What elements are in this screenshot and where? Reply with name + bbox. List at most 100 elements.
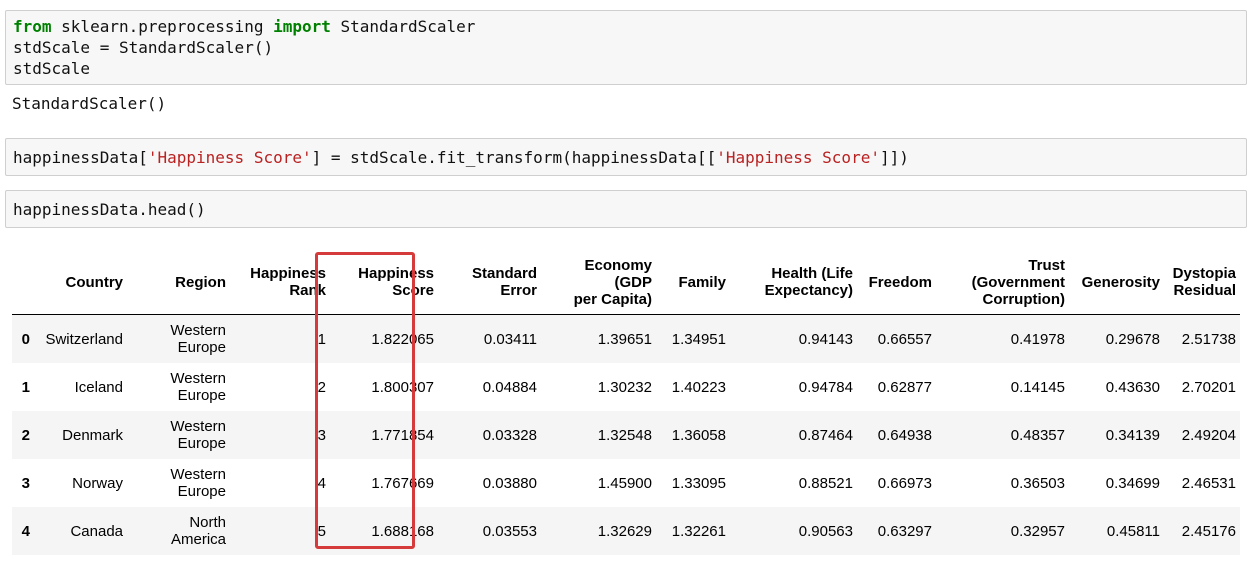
table-cell: Western Europe (127, 459, 230, 507)
column-header: Dystopia Residual (1164, 250, 1240, 315)
code-text: ]]) (879, 148, 909, 167)
column-header: Happiness Rank (230, 250, 330, 315)
cell-value: Western (170, 370, 226, 387)
code-keyword: import (273, 17, 331, 36)
column-header: Region (127, 250, 230, 315)
column-header-label: Freedom (868, 273, 932, 291)
table-cell: 1.800307 (330, 363, 438, 411)
column-header-label: Generosity (1081, 273, 1160, 291)
column-header-label: Country (65, 273, 124, 291)
cell-value: Denmark (62, 426, 123, 444)
cell-value: 0.04884 (482, 378, 537, 396)
table-cell: 0.03880 (438, 459, 541, 507)
cell-value: 0.03880 (482, 474, 537, 492)
cell-value: 1.45900 (597, 474, 652, 492)
table-cell: 2.46531 (1164, 459, 1240, 507)
table-cell: 0.03553 (438, 507, 541, 555)
cell-value: 0.94784 (798, 378, 853, 396)
cell-value: 2.49204 (1181, 426, 1236, 444)
cell-value: 0.34139 (1105, 426, 1160, 444)
cell-value: 1.32261 (671, 522, 726, 540)
code-text: sklearn.preprocessing (51, 17, 274, 36)
table-cell: 1.32261 (656, 507, 730, 555)
table-row: 1 Iceland Western Europe 2 1.800307 0.04884 1.3… (12, 363, 1240, 411)
cell-value: Europe (177, 483, 226, 500)
column-header-label: Family (678, 273, 726, 291)
cell-value: Norway (72, 474, 123, 492)
table-cell: 4 (230, 459, 330, 507)
cell-value: 0.32957 (1010, 522, 1065, 540)
cell-value: 0.36503 (1010, 474, 1065, 492)
table-cell: 1.39651 (541, 315, 656, 364)
code-cell-1-input[interactable]: from sklearn.preprocessing import Standa… (5, 10, 1247, 85)
cell-value: 0.45811 (1106, 522, 1160, 540)
table-cell: 0.63297 (857, 507, 936, 555)
column-header-label: Economy (GDP (584, 256, 652, 291)
table-row: 2 Denmark Western Europe 3 1.771854 0.03328 1.3… (12, 411, 1240, 459)
table-cell: 1.30232 (541, 363, 656, 411)
column-header-label: Corruption) (982, 290, 1065, 308)
column-header-label: per Capita) (573, 290, 652, 308)
code-text: StandardScaler (330, 17, 476, 36)
cell-value: 0.03411 (483, 330, 537, 348)
code-line: stdScale = StandardScaler() (13, 37, 1239, 58)
table-cell: 2.45176 (1164, 507, 1240, 555)
table-cell: 1.45900 (541, 459, 656, 507)
table-cell: Canada (34, 507, 127, 555)
table-cell: 0.90563 (730, 507, 857, 555)
code-string: 'Happiness Score' (147, 148, 312, 167)
row-index: 4 (21, 522, 30, 540)
cell-value: 5 (317, 522, 326, 540)
cell-value: 0.41978 (1010, 330, 1065, 348)
table-cell: Switzerland (34, 315, 127, 364)
cell-value: 1 (317, 330, 326, 348)
column-header: Family (656, 250, 730, 315)
table-cell: 1 (230, 315, 330, 364)
cell-value: Europe (177, 387, 226, 404)
cell-value: 2.70201 (1181, 378, 1236, 396)
cell-value: 0.34699 (1105, 474, 1160, 492)
table-header-row: Country Region Happiness Rank Happiness Score… (12, 250, 1240, 315)
table-cell: 1.767669 (330, 459, 438, 507)
row-index: 1 (21, 378, 30, 396)
table-cell: 0.34699 (1069, 459, 1164, 507)
table-cell: 0.03328 (438, 411, 541, 459)
cell-value: North (189, 514, 226, 531)
code-text: happinessData.head() (13, 200, 206, 219)
table-cell: Western Europe (127, 411, 230, 459)
cell-value: 1.34951 (671, 330, 726, 348)
table-cell: 5 (230, 507, 330, 555)
cell-value: 2.46531 (1181, 474, 1236, 492)
code-text: stdScale = StandardScaler() (13, 38, 274, 57)
table-cell: 0.03411 (438, 315, 541, 364)
cell-value: Europe (177, 339, 226, 356)
code-text: stdScale (13, 59, 91, 78)
table-body: 0 Switzerland Western Europe 1 1.822065 0.0341… (12, 314, 1240, 555)
column-header-label: Happiness (250, 265, 326, 282)
cell-value: Iceland (74, 378, 123, 396)
dataframe-output: Country Region Happiness Rank Happiness Score… (12, 250, 1240, 555)
table-cell: 3 (230, 411, 330, 459)
table-cell: 1.34951 (656, 315, 730, 364)
code-line: happinessData['Happiness Score'] = stdSc… (13, 147, 1239, 168)
cell-value: 1.39651 (597, 330, 652, 348)
table-cell: Western Europe (127, 363, 230, 411)
column-header: Happiness Score (330, 250, 438, 315)
column-header-label: Dystopia (1172, 265, 1236, 282)
cell-value: 0.14145 (1010, 378, 1065, 396)
code-text: ] = stdScale.fit_transform(happinessData… (311, 148, 717, 167)
code-cell-3-input[interactable]: happinessData.head() (5, 190, 1247, 228)
cell-value: 0.87464 (798, 426, 853, 444)
code-text: happinessData[ (13, 148, 148, 167)
code-cell-2-input[interactable]: happinessData['Happiness Score'] = stdSc… (5, 138, 1247, 176)
cell-value: 0.63297 (877, 522, 932, 540)
cell-value: 0.29678 (1105, 330, 1160, 348)
column-header: Standard Error (438, 250, 541, 315)
cell-value: 1.767669 (371, 474, 434, 492)
table-cell: 1.32548 (541, 411, 656, 459)
cell-value: 1.33095 (671, 474, 726, 492)
cell-value: 1.822065 (371, 330, 434, 348)
table-cell: 0.87464 (730, 411, 857, 459)
cell-value: 0.03553 (482, 522, 537, 540)
table-cell: 1.771854 (330, 411, 438, 459)
